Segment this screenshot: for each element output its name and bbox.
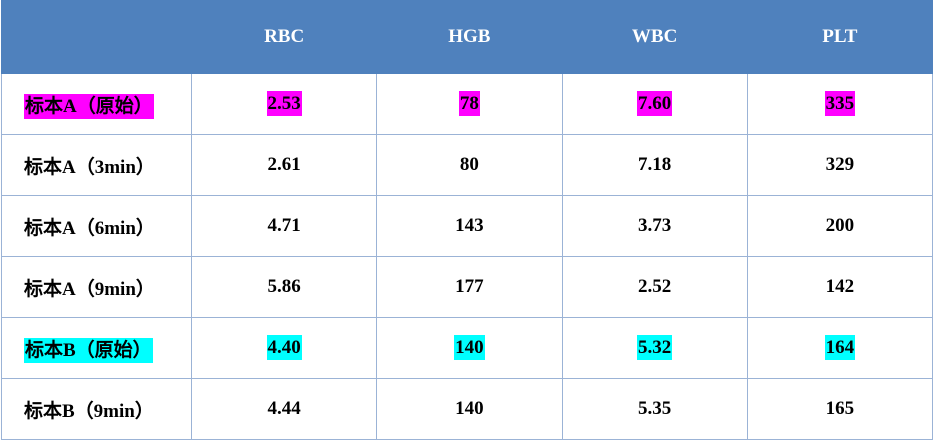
value-cell: 165 <box>746 378 934 440</box>
table-row: 标本A（原始） 2.53 78 7.60 335 <box>1 73 934 135</box>
value-cell: 80 <box>376 134 563 196</box>
row-label-cell: 标本A（9min） <box>1 256 192 318</box>
cell-text: 80 <box>459 154 479 175</box>
cell-text: 标本B（原始） <box>24 337 153 363</box>
value-cell: 335 <box>746 73 934 135</box>
cell-text: 200 <box>825 215 855 236</box>
cell-text: 5.32 <box>637 335 673 360</box>
value-cell: 4.71 <box>190 195 378 257</box>
value-cell: 177 <box>376 256 563 318</box>
row-label-cell: 标本A（3min） <box>1 134 192 196</box>
value-cell: 329 <box>746 134 934 196</box>
value-cell: 140 <box>376 317 563 379</box>
table-row: 标本B（原始） 4.40 140 5.32 164 <box>1 317 934 379</box>
cell-text: 329 <box>825 154 855 175</box>
value-cell: 3.73 <box>561 195 748 257</box>
value-cell: 200 <box>746 195 934 257</box>
cell-text: 标本A（6min） <box>24 217 155 239</box>
row-label-cell: 标本A（6min） <box>1 195 192 257</box>
cell-text: 4.44 <box>267 398 301 419</box>
cell-text: 2.53 <box>266 91 302 116</box>
cell-text: 标本A（3min） <box>24 156 155 178</box>
cell-text: 标本A（9min） <box>24 278 155 300</box>
value-cell: 4.40 <box>190 317 378 379</box>
cell-text: 3.73 <box>638 215 672 236</box>
header-cell: RBC <box>190 0 378 74</box>
table-row: 标本A（3min） 2.61 80 7.18 329 <box>1 134 934 196</box>
cell-text: 143 <box>455 215 484 236</box>
cell-text: 5.35 <box>638 398 672 419</box>
value-cell: 4.44 <box>190 378 378 440</box>
header-row: RBC HGB WBC PLT <box>1 0 934 74</box>
table-body: 标本A（原始） 2.53 78 7.60 335 标本A（3min） 2.61 80 7.18 3… <box>1 73 934 440</box>
header-cell: HGB <box>376 0 563 74</box>
cell-text: 335 <box>824 91 856 116</box>
header-cell: WBC <box>561 0 748 74</box>
header-cell: PLT <box>746 0 934 74</box>
cell-text: 7.18 <box>638 154 672 175</box>
cell-text: 2.61 <box>267 154 301 175</box>
cell-text: 5.86 <box>267 276 301 297</box>
table-row: 标本A（9min） 5.86 177 2.52 142 <box>1 256 934 318</box>
cell-text: 165 <box>825 398 855 419</box>
table-row: 标本B（9min） 4.44 140 5.35 165 <box>1 378 934 440</box>
cell-text: 7.60 <box>637 91 673 116</box>
cell-text: 140 <box>454 335 485 360</box>
cell-text: 164 <box>824 335 856 360</box>
cell-text: 2.52 <box>638 276 672 297</box>
value-cell: 5.35 <box>561 378 748 440</box>
header-cell <box>1 0 192 74</box>
value-cell: 2.53 <box>190 73 378 135</box>
value-cell: 2.52 <box>561 256 748 318</box>
row-label-cell: 标本A（原始） <box>1 73 192 135</box>
value-cell: 5.86 <box>190 256 378 318</box>
value-cell: 2.61 <box>190 134 378 196</box>
cell-text: 标本A（原始） <box>24 93 154 119</box>
value-cell: 7.60 <box>561 73 748 135</box>
value-cell: 142 <box>746 256 934 318</box>
value-cell: 164 <box>746 317 934 379</box>
value-cell: 140 <box>376 378 563 440</box>
value-cell: 7.18 <box>561 134 748 196</box>
cell-text: 78 <box>458 91 480 116</box>
table-header: RBC HGB WBC PLT <box>1 0 934 74</box>
cell-text: 177 <box>455 276 484 297</box>
cell-text: 142 <box>825 276 855 297</box>
value-cell: 143 <box>376 195 563 257</box>
value-cell: 78 <box>376 73 563 135</box>
cell-text: 140 <box>455 398 484 419</box>
cell-text: 标本B（9min） <box>24 400 154 422</box>
value-cell: 5.32 <box>561 317 748 379</box>
row-label-cell: 标本B（原始） <box>1 317 192 379</box>
cell-text: 4.40 <box>266 335 302 360</box>
row-label-cell: 标本B（9min） <box>1 378 192 440</box>
table-row: 标本A（6min） 4.71 143 3.73 200 <box>1 195 934 257</box>
cell-text: 4.71 <box>267 215 301 236</box>
